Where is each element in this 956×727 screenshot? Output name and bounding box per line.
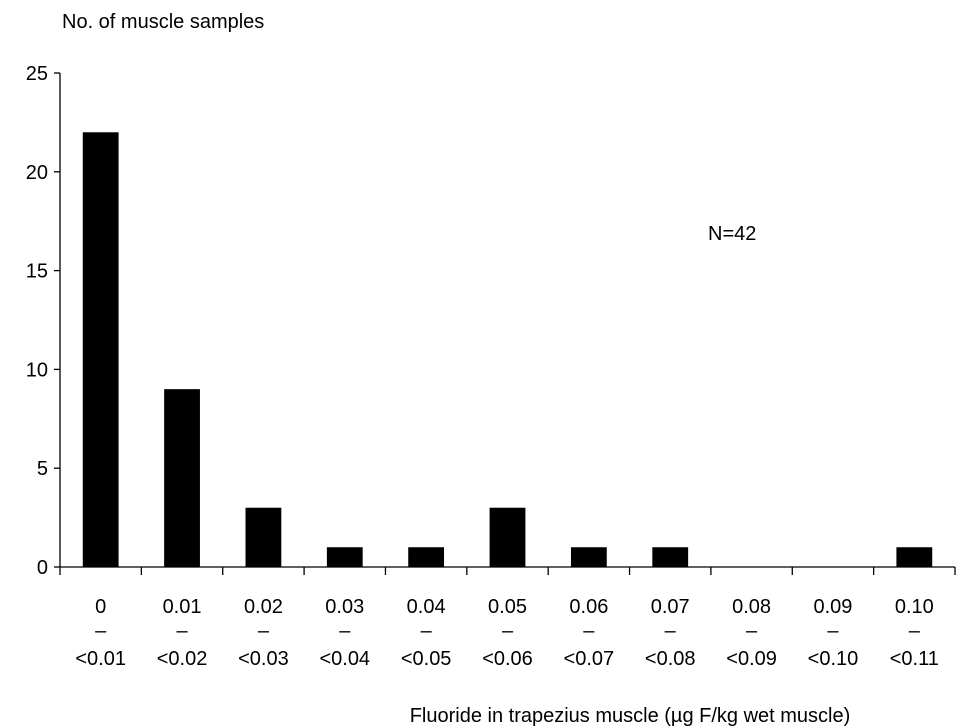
x-tick-label-high: <0.03 bbox=[238, 648, 289, 670]
x-tick-label-low: 0.07 bbox=[651, 596, 690, 618]
x-tick-label-dash: – bbox=[665, 620, 677, 642]
x-tick-label-low: 0.04 bbox=[407, 596, 446, 618]
x-tick-label-dash: – bbox=[583, 620, 595, 642]
bar bbox=[408, 547, 445, 567]
x-tick-label-dash: – bbox=[258, 620, 270, 642]
x-axis-label: Fluoride in trapezius muscle (µg F/kg we… bbox=[410, 705, 851, 727]
x-tick-label-dash: – bbox=[176, 620, 188, 642]
x-tick-label-low: 0.02 bbox=[244, 596, 283, 618]
x-tick-label-high: <0.05 bbox=[401, 648, 452, 670]
x-tick-label-dash: – bbox=[339, 620, 351, 642]
y-tick-label: 10 bbox=[26, 359, 48, 381]
sample-size-annotation: N=42 bbox=[708, 223, 756, 245]
x-tick-label-high: <0.09 bbox=[726, 648, 777, 670]
x-tick-label-dash: – bbox=[909, 620, 921, 642]
x-tick-label-dash: – bbox=[746, 620, 758, 642]
x-tick-label-low: 0.09 bbox=[813, 596, 852, 618]
x-tick-label-low: 0.10 bbox=[895, 596, 934, 618]
y-ticks: 0 5 10 15 20 25 bbox=[26, 63, 60, 579]
x-tick-label-low: 0.03 bbox=[325, 596, 364, 618]
y-tick-label: 15 bbox=[26, 261, 48, 283]
y-tick-label: 5 bbox=[37, 458, 48, 480]
bar bbox=[164, 389, 200, 567]
bar bbox=[570, 547, 607, 567]
x-tick-label-dash: – bbox=[95, 620, 107, 642]
x-tick-label-high: <0.10 bbox=[808, 648, 859, 670]
x-tick-label-high: <0.11 bbox=[890, 648, 939, 670]
x-tick-label-low: 0.08 bbox=[732, 596, 771, 618]
x-tick-label-low: 0 bbox=[95, 596, 106, 618]
x-tick-label-high: <0.07 bbox=[564, 648, 615, 670]
bar bbox=[326, 547, 363, 567]
x-tick-label-high: <0.02 bbox=[157, 648, 208, 670]
x-tick-label-low: 0.06 bbox=[569, 596, 608, 618]
x-ticks: 0–<0.010.01–<0.020.02–<0.030.03–<0.040.0… bbox=[59, 567, 956, 670]
x-tick-label-low: 0.05 bbox=[488, 596, 527, 618]
y-axis-label: No. of muscle samples bbox=[62, 11, 264, 33]
bars bbox=[82, 132, 933, 567]
y-tick-label: 0 bbox=[37, 557, 48, 579]
y-tick-label: 20 bbox=[26, 162, 48, 184]
x-tick-label-high: <0.04 bbox=[319, 648, 370, 670]
x-tick-label-dash: – bbox=[502, 620, 514, 642]
x-tick-label-high: <0.06 bbox=[482, 648, 533, 670]
bar bbox=[489, 507, 526, 567]
bar bbox=[82, 132, 119, 567]
x-tick-label-high: <0.01 bbox=[75, 648, 126, 670]
bar bbox=[245, 507, 282, 567]
bar bbox=[652, 547, 689, 567]
x-tick-label-low: 0.01 bbox=[163, 596, 202, 618]
x-tick-label-dash: – bbox=[421, 620, 433, 642]
bar bbox=[896, 547, 933, 567]
y-tick-label: 25 bbox=[26, 63, 48, 85]
x-tick-label-high: <0.08 bbox=[645, 648, 696, 670]
x-tick-label-dash: – bbox=[827, 620, 839, 642]
